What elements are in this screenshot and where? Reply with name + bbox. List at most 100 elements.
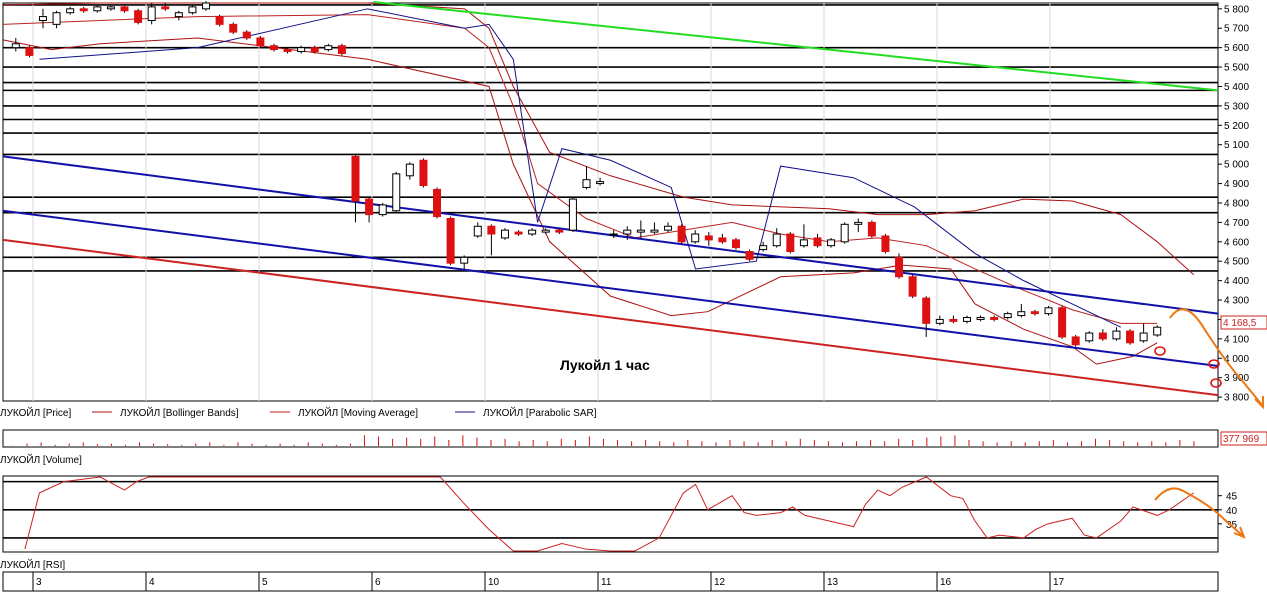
price-panel bbox=[2, 2, 1219, 402]
candle-body bbox=[677, 225, 686, 243]
candle-body bbox=[242, 31, 251, 39]
candle-body bbox=[881, 235, 890, 253]
candle-body bbox=[106, 6, 115, 10]
candle-body bbox=[1058, 307, 1067, 338]
candle-body bbox=[813, 237, 822, 247]
price-tick-label: 5 400 bbox=[1224, 82, 1249, 93]
chart-annotation: Лукойл 1 час bbox=[560, 357, 650, 373]
price-tick-label: 5 600 bbox=[1224, 43, 1249, 54]
candle-body bbox=[623, 229, 632, 235]
candle-body bbox=[174, 12, 183, 18]
bollinger-lower bbox=[2, 37, 1158, 365]
forecast-rsi-arrowhead bbox=[1233, 526, 1246, 539]
price-tick-label: 5 100 bbox=[1224, 140, 1249, 151]
candle-body bbox=[297, 47, 306, 53]
candle-body bbox=[718, 237, 727, 243]
candle-body bbox=[378, 204, 387, 216]
candle-body bbox=[1112, 330, 1121, 340]
marker-circle bbox=[1208, 359, 1220, 369]
candle-body bbox=[962, 317, 971, 322]
candle-body bbox=[799, 239, 808, 247]
legend-bollinger: ЛУКОЙЛ [Bollinger Bands] bbox=[120, 406, 239, 419]
price-tick-label: 5 200 bbox=[1224, 121, 1249, 132]
price-tick-label: 5 300 bbox=[1224, 101, 1249, 112]
candle-body bbox=[93, 6, 102, 12]
forecast-price bbox=[1169, 308, 1263, 406]
candle-body bbox=[433, 188, 442, 218]
candle-body bbox=[460, 256, 469, 264]
candle-body bbox=[229, 23, 238, 33]
date-axis-labels: 3 4 5 6 10 11 12 13 16 17 bbox=[32, 572, 1065, 591]
price-tick-label: 5 000 bbox=[1224, 160, 1249, 171]
candle-body bbox=[365, 198, 374, 216]
candle-body bbox=[949, 318, 958, 322]
candle-body bbox=[25, 47, 34, 56]
legend-price: ЛУКОЙЛ [Price] bbox=[0, 406, 71, 419]
candle-body bbox=[134, 10, 143, 23]
candle-body bbox=[487, 225, 496, 235]
candle-body bbox=[188, 6, 197, 14]
candle-body bbox=[731, 239, 740, 249]
candle-body bbox=[854, 221, 863, 225]
rsi-panel bbox=[2, 475, 1219, 553]
candle-body bbox=[120, 6, 129, 12]
candle-body bbox=[976, 317, 985, 320]
candle-body bbox=[147, 6, 156, 21]
candle-body bbox=[202, 2, 211, 10]
price-tick-label: 4 800 bbox=[1224, 198, 1249, 209]
price-tick-label: 4 900 bbox=[1224, 179, 1249, 190]
candle-body bbox=[786, 233, 795, 253]
candle-body bbox=[419, 159, 428, 186]
rsi-tick-label: 45 bbox=[1226, 492, 1238, 503]
candle-body bbox=[541, 229, 550, 233]
price-tick-label: 4 600 bbox=[1224, 237, 1249, 248]
forecast-price-arrowhead bbox=[1254, 396, 1264, 410]
forecast-rsi bbox=[1154, 487, 1244, 537]
candle-body bbox=[500, 229, 509, 239]
last-price-label: 4 168,5 bbox=[1223, 318, 1257, 329]
price-tick-label: 4 700 bbox=[1224, 218, 1249, 229]
candle-body bbox=[895, 256, 904, 278]
candle-body bbox=[514, 231, 523, 235]
candle-body bbox=[704, 235, 713, 241]
candle-body bbox=[827, 239, 836, 247]
candle-body bbox=[256, 37, 265, 47]
candle-body bbox=[990, 317, 999, 320]
markers bbox=[1154, 346, 1222, 388]
volume-panel bbox=[2, 429, 1219, 448]
date-label: 16 bbox=[940, 577, 952, 588]
candle-body bbox=[582, 179, 591, 188]
candle-body bbox=[1044, 307, 1053, 315]
date-label: 6 bbox=[375, 577, 381, 588]
candle-body bbox=[310, 47, 319, 53]
trendline bbox=[2, 209, 1219, 368]
price-tick-label: 5 500 bbox=[1224, 63, 1249, 74]
candle-body bbox=[922, 297, 931, 324]
price-legend: ЛУКОЙЛ [Price] ЛУКОЙЛ [Bollinger Bands] … bbox=[0, 406, 597, 419]
volume-label: ЛУКОЙЛ [Volume] bbox=[0, 453, 82, 466]
candle-body bbox=[38, 16, 47, 21]
price-tick-label: 5 800 bbox=[1224, 4, 1249, 15]
candle-body bbox=[11, 43, 20, 49]
candle-body bbox=[759, 245, 768, 251]
date-label: 3 bbox=[36, 577, 42, 588]
candle-body bbox=[351, 155, 360, 202]
candle-body bbox=[446, 218, 455, 264]
price-tick-label: 4 400 bbox=[1224, 276, 1249, 287]
candle-body bbox=[405, 163, 414, 177]
candle-body bbox=[1139, 332, 1148, 342]
date-label: 12 bbox=[714, 577, 726, 588]
rsi-tick-label: 40 bbox=[1226, 506, 1238, 517]
candle-body bbox=[392, 173, 401, 212]
volume-bars bbox=[12, 435, 1195, 446]
candle-body bbox=[745, 251, 754, 260]
date-label: 5 bbox=[262, 577, 268, 588]
candle-body bbox=[1017, 311, 1026, 317]
candle-body bbox=[1126, 330, 1135, 344]
trendline bbox=[2, 238, 1219, 397]
candle-body bbox=[568, 198, 577, 231]
candle-body bbox=[867, 221, 876, 237]
date-label: 13 bbox=[827, 577, 839, 588]
price-tick-label: 4 000 bbox=[1224, 354, 1249, 365]
